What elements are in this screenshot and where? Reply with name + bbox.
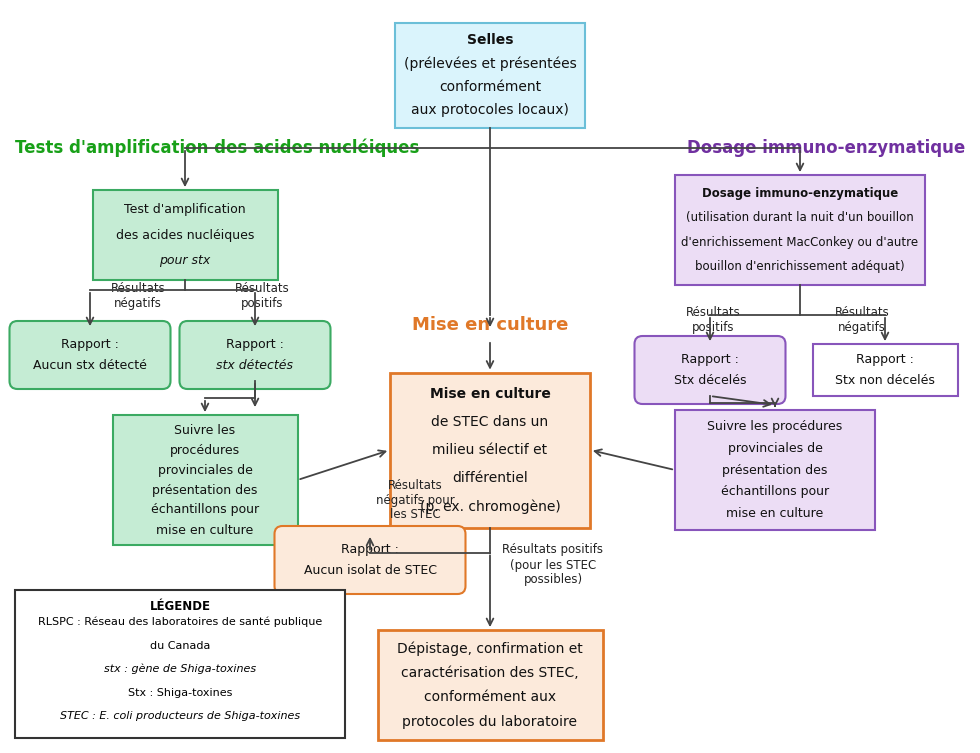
Text: aux protocoles locaux): aux protocoles locaux) — [411, 103, 569, 117]
Text: bouillon d'enrichissement adéquat): bouillon d'enrichissement adéquat) — [695, 261, 905, 273]
Text: Résultats
positifs: Résultats positifs — [686, 306, 740, 334]
Text: (utilisation durant la nuit d'un bouillon: (utilisation durant la nuit d'un bouillo… — [686, 212, 914, 224]
Text: Rapport :: Rapport : — [61, 338, 119, 351]
FancyBboxPatch shape — [675, 410, 875, 530]
Text: RLSPC : Réseau des laboratoires de santé publique: RLSPC : Réseau des laboratoires de santé… — [38, 617, 322, 627]
Text: Dépistage, confirmation et: Dépistage, confirmation et — [397, 641, 583, 656]
FancyBboxPatch shape — [274, 526, 466, 594]
Text: échantillons pour: échantillons pour — [151, 504, 259, 517]
Text: protocoles du laboratoire: protocoles du laboratoire — [403, 715, 577, 729]
FancyBboxPatch shape — [113, 415, 298, 545]
Text: Suivre les: Suivre les — [174, 423, 235, 437]
Text: (prélevées et présentées: (prélevées et présentées — [404, 56, 576, 71]
FancyBboxPatch shape — [179, 321, 330, 389]
Text: stx détectés: stx détectés — [217, 359, 293, 372]
FancyBboxPatch shape — [675, 175, 925, 285]
Text: pour stx: pour stx — [160, 255, 211, 267]
Text: Suivre les procédures: Suivre les procédures — [708, 420, 843, 433]
Text: conformément aux: conformément aux — [424, 691, 556, 704]
FancyBboxPatch shape — [395, 23, 585, 127]
FancyBboxPatch shape — [390, 373, 590, 528]
Text: LÉGENDE: LÉGENDE — [150, 599, 211, 612]
FancyBboxPatch shape — [377, 630, 603, 740]
Text: stx : gène de Shiga-toxines: stx : gène de Shiga-toxines — [104, 664, 256, 675]
Text: différentiel: différentiel — [452, 471, 528, 485]
Text: mise en culture: mise en culture — [726, 507, 823, 520]
Text: Résultats
négatifs: Résultats négatifs — [111, 282, 166, 310]
Text: Test d'amplification: Test d'amplification — [124, 203, 246, 216]
Text: Stx décelés: Stx décelés — [673, 374, 746, 387]
FancyBboxPatch shape — [92, 190, 277, 280]
Text: (p. ex. chromogène): (p. ex. chromogène) — [419, 499, 561, 514]
Text: STEC : E. coli producteurs de Shiga-toxines: STEC : E. coli producteurs de Shiga-toxi… — [60, 712, 300, 721]
Text: échantillons pour: échantillons pour — [721, 486, 829, 498]
Text: Rapport :: Rapport : — [681, 353, 739, 366]
Text: Résultats
négatifs: Résultats négatifs — [835, 306, 890, 334]
Text: Aucun stx détecté: Aucun stx détecté — [33, 359, 147, 372]
Text: présentation des: présentation des — [152, 483, 258, 496]
Text: procédures: procédures — [170, 444, 240, 456]
Text: Tests d'amplification des acides nucléiques: Tests d'amplification des acides nucléiq… — [15, 139, 419, 157]
FancyBboxPatch shape — [812, 344, 957, 396]
Text: Résultats
positifs: Résultats positifs — [234, 282, 289, 310]
Text: Mise en culture: Mise en culture — [412, 316, 568, 334]
Text: Dosage immuno-enzymatique: Dosage immuno-enzymatique — [687, 139, 965, 157]
Text: d'enrichissement MacConkey ou d'autre: d'enrichissement MacConkey ou d'autre — [681, 236, 918, 248]
FancyBboxPatch shape — [10, 321, 171, 389]
Text: provinciales de: provinciales de — [727, 442, 822, 455]
Text: Résultats positifs
(pour les STEC
possibles): Résultats positifs (pour les STEC possib… — [503, 544, 604, 587]
Text: caractérisation des STEC,: caractérisation des STEC, — [401, 666, 579, 680]
Text: Dosage immuno-enzymatique: Dosage immuno-enzymatique — [702, 187, 898, 200]
Text: milieu sélectif et: milieu sélectif et — [432, 443, 548, 457]
Text: mise en culture: mise en culture — [157, 523, 254, 536]
Text: des acides nucléiques: des acides nucléiques — [116, 228, 254, 242]
Text: Selles: Selles — [466, 33, 514, 47]
Text: Stx : Shiga-toxines: Stx : Shiga-toxines — [127, 687, 232, 698]
Text: Stx non décelés: Stx non décelés — [835, 374, 935, 387]
Text: Mise en culture: Mise en culture — [429, 386, 551, 401]
Text: Aucun isolat de STEC: Aucun isolat de STEC — [304, 564, 436, 577]
Text: de STEC dans un: de STEC dans un — [431, 415, 549, 428]
Text: Rapport :: Rapport : — [226, 338, 284, 351]
FancyBboxPatch shape — [15, 590, 345, 738]
Text: du Canada: du Canada — [150, 641, 210, 651]
Text: provinciales de: provinciales de — [158, 464, 253, 477]
Text: présentation des: présentation des — [722, 464, 828, 477]
FancyBboxPatch shape — [634, 336, 786, 404]
Text: conformément: conformément — [439, 80, 541, 93]
Text: Résultats
négatifs pour
les STEC: Résultats négatifs pour les STEC — [375, 478, 455, 522]
Text: Rapport :: Rapport : — [857, 353, 914, 366]
Text: Rapport :: Rapport : — [341, 543, 399, 556]
